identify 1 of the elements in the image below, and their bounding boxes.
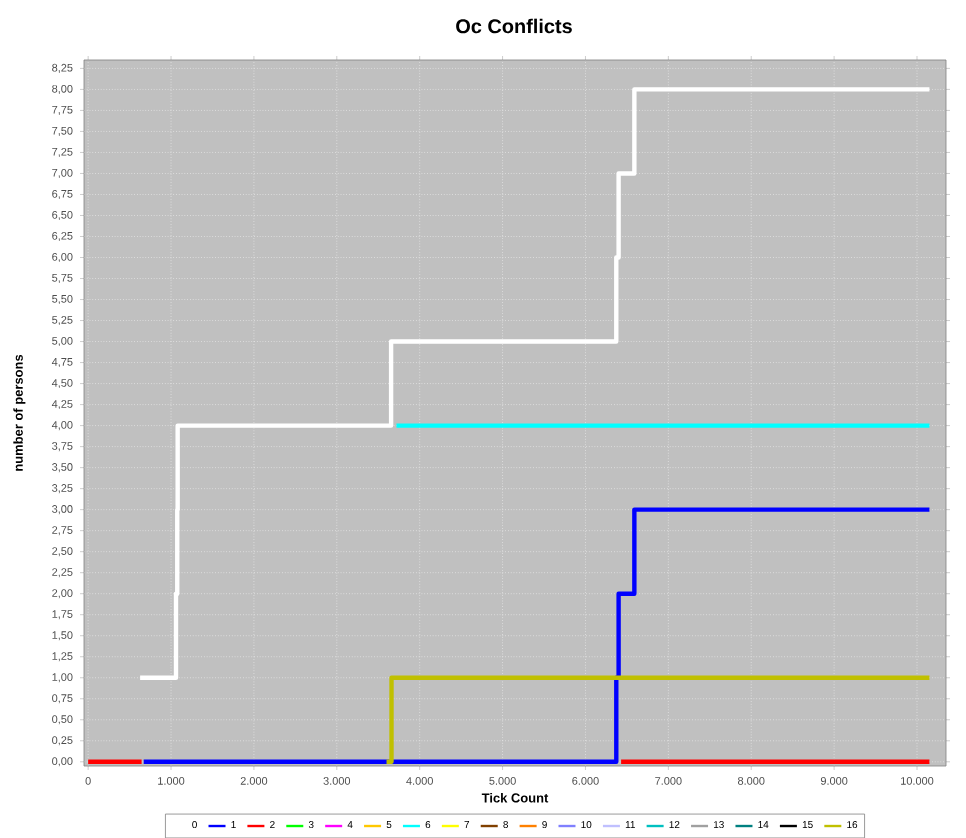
chart-title: Oc Conflicts <box>456 18 572 34</box>
